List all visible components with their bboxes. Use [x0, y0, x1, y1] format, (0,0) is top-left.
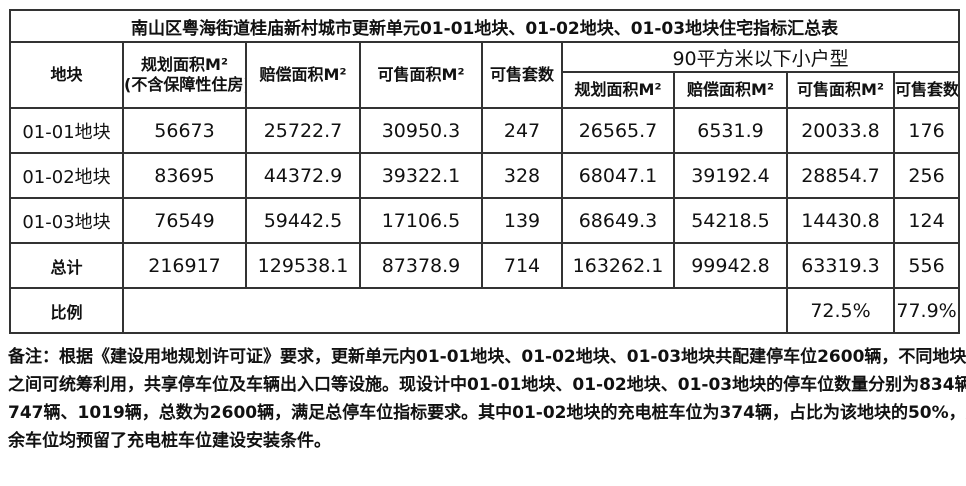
table-row: 总计 216917 129538.1 87378.9 714 163262.1 99942.… [9, 242, 961, 289]
header-sub-compensation-area: 赔偿面积M² [673, 71, 788, 109]
table-cell: 17106.5 [359, 197, 483, 244]
table-cell: 556 [892, 242, 961, 289]
table-cell: 99942.8 [673, 242, 788, 289]
ratio-saleable-units: 77.9% [892, 287, 961, 334]
table-cell: 256 [892, 152, 961, 199]
table-cell: 26565.7 [561, 107, 675, 154]
table-cell: 6531.9 [673, 107, 788, 154]
row-plot-label: 总计 [9, 242, 124, 289]
table-cell: 83695 [122, 152, 247, 199]
table-cell: 56673 [122, 107, 247, 154]
table-cell: 216917 [122, 242, 247, 289]
header-sub-saleable-area: 可售面积M² [786, 71, 895, 109]
table-cell: 39192.4 [673, 152, 788, 199]
header-planned-area: 规划面积M² (不含保障性住房) [122, 41, 247, 109]
ratio-empty [122, 287, 788, 334]
table-cell: 247 [481, 107, 563, 154]
note-line: 747辆、1019辆，总数为2600辆，满足总停车位指标要求。其中01-02地块… [8, 403, 966, 423]
table-cell: 129538.1 [245, 242, 361, 289]
table-cell: 63319.3 [786, 242, 895, 289]
table-cell: 176 [892, 107, 961, 154]
row-plot-label: 01-03地块 [9, 197, 124, 244]
table-cell: 59442.5 [245, 197, 361, 244]
ratio-saleable-area: 72.5% [786, 287, 895, 334]
table-cell: 68047.1 [561, 152, 675, 199]
table-cell: 39322.1 [359, 152, 483, 199]
table-row: 01-02地块 83695 44372.9 39322.1 328 68047.1 3919… [9, 152, 961, 199]
table-cell: 714 [481, 242, 563, 289]
table-cell: 14430.8 [786, 197, 895, 244]
table-cell: 163262.1 [561, 242, 675, 289]
table-cell: 54218.5 [673, 197, 788, 244]
header-saleable-area: 可售面积M² [359, 41, 483, 109]
table-cell: 30950.3 [359, 107, 483, 154]
ratio-label: 比例 [9, 287, 124, 334]
row-plot-label: 01-02地块 [9, 152, 124, 199]
table-cell: 87378.9 [359, 242, 483, 289]
table-cell: 20033.8 [786, 107, 895, 154]
summary-table: 南山区粤海街道桂庙新村城市更新单元01-01地块、01-02地块、01-03地块… [8, 9, 961, 334]
table-cell: 76549 [122, 197, 247, 244]
row-plot-label: 01-01地块 [9, 107, 124, 154]
table-title: 南山区粤海街道桂庙新村城市更新单元01-01地块、01-02地块、01-03地块… [8, 9, 961, 43]
table-cell: 328 [481, 152, 563, 199]
table-cell: 139 [481, 197, 563, 244]
header-compensation-area: 赔偿面积M² [245, 41, 361, 109]
note-line: 余车位均预留了充电桩车位建设安装条件。 [8, 431, 331, 451]
table-cell: 44372.9 [245, 152, 361, 199]
table-row: 01-03地块 76549 59442.5 17106.5 139 68649.3 5421… [9, 197, 961, 244]
table-cell: 25722.7 [245, 107, 361, 154]
header-sub-saleable-units: 可售套数 [892, 71, 961, 109]
table-cell: 28854.7 [786, 152, 895, 199]
note-line: 备注：根据《建设用地规划许可证》要求，更新单元内01-01地块、01-02地块、… [8, 347, 966, 367]
header-plot: 地块 [9, 41, 124, 109]
header-sub-planned-area: 规划面积M² [561, 71, 675, 109]
note-line: 之间可统筹利用，共享停车位及车辆出入口等设施。现设计中01-01地块、01-02… [8, 375, 966, 395]
header-saleable-units: 可售套数 [481, 41, 563, 109]
header-small-units-group: 90平方米以下小户型 [560, 41, 961, 73]
table-row: 01-01地块 56673 25722.7 30950.3 247 26565.7 6531… [9, 107, 961, 154]
ratio-row: 比例 72.5% 77.9% [9, 287, 961, 334]
notes: 备注：根据《建设用地规划许可证》要求，更新单元内01-01地块、01-02地块、… [8, 343, 966, 455]
table-cell: 124 [892, 197, 961, 244]
table-cell: 68649.3 [561, 197, 675, 244]
